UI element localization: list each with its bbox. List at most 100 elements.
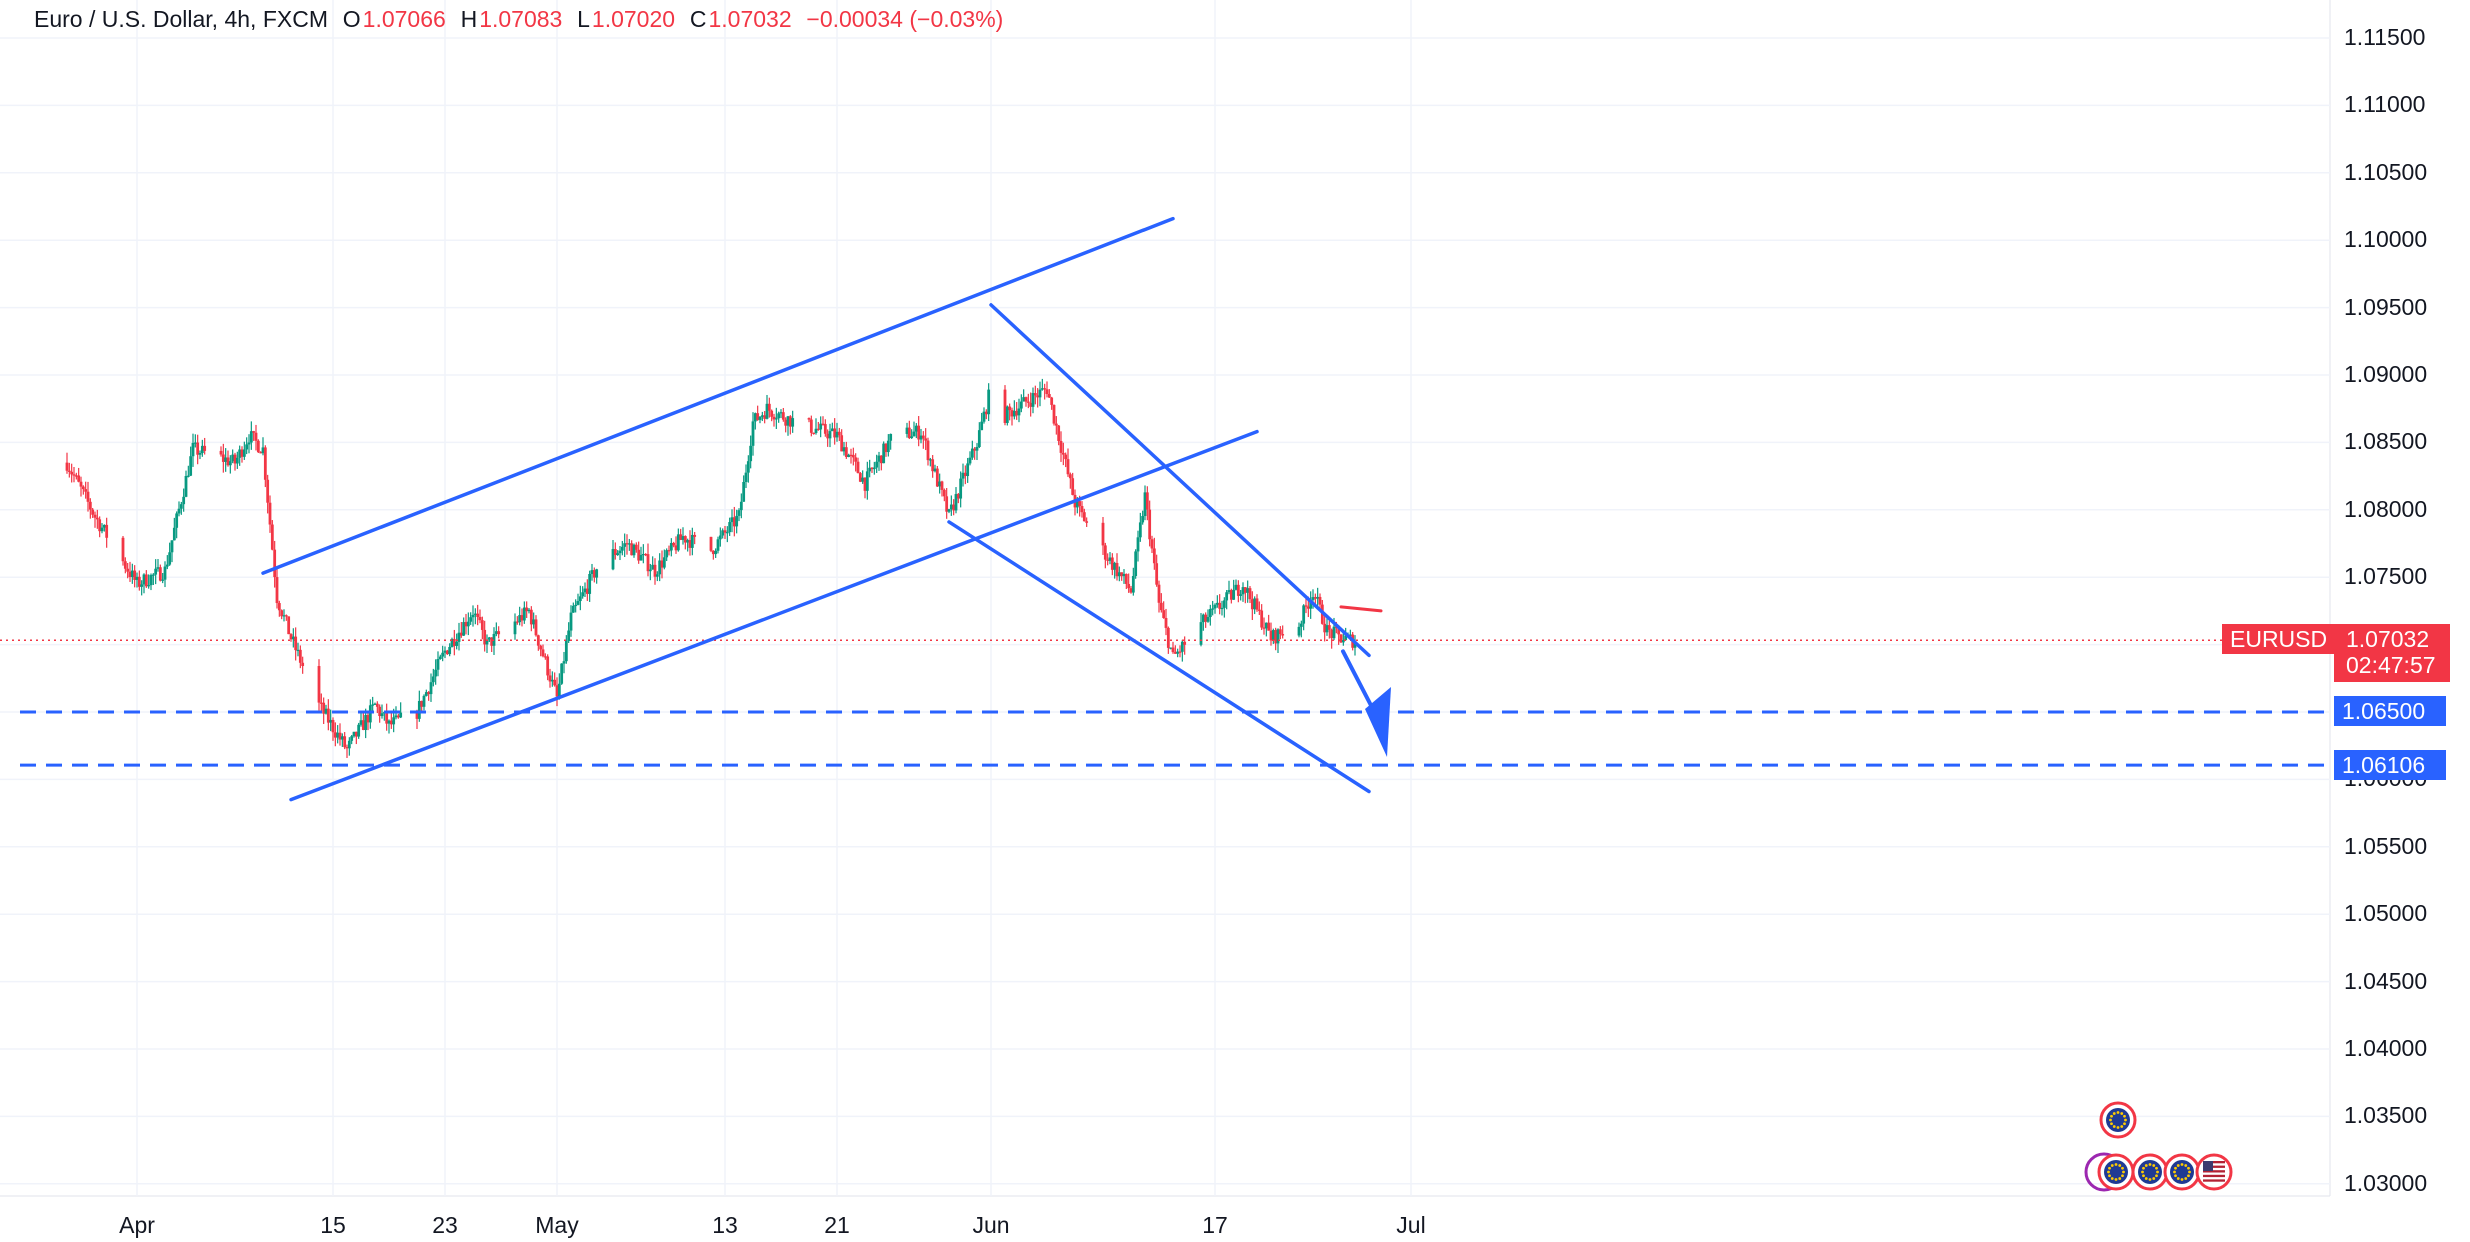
candle-body <box>333 732 337 738</box>
candle-body <box>1199 622 1203 645</box>
candle-body <box>665 550 669 558</box>
candle-body <box>91 509 95 515</box>
flag-star <box>2110 1114 2113 1118</box>
candle-body <box>562 661 566 664</box>
flag-star <box>2156 1170 2159 1174</box>
candle-body <box>1243 587 1247 593</box>
high-label: H <box>460 6 478 32</box>
candle-body <box>1047 394 1051 398</box>
candle-body <box>469 617 473 622</box>
resistance-mark[interactable] <box>1339 605 1383 613</box>
candle-body <box>350 736 354 741</box>
candle-body <box>464 622 468 627</box>
flag-star <box>2118 1177 2122 1180</box>
candle-body <box>854 457 858 462</box>
candle-body <box>340 736 344 740</box>
candle-body <box>982 411 986 422</box>
candle-body <box>487 637 491 640</box>
candle-body <box>709 536 713 551</box>
flag-star <box>2107 1170 2110 1174</box>
candle-body <box>319 702 323 704</box>
flag-star <box>2114 1163 2118 1166</box>
flag-star <box>2144 1164 2148 1167</box>
candle-body <box>1246 588 1250 593</box>
flag-star <box>2152 1164 2156 1167</box>
candle-body <box>765 403 769 419</box>
candle-body <box>870 467 874 470</box>
candle-body <box>1201 614 1205 623</box>
candle-body <box>723 530 727 533</box>
candle-body <box>1225 592 1229 601</box>
candle-body <box>564 640 568 662</box>
candle-body <box>417 700 421 719</box>
flag-star <box>2112 1125 2116 1128</box>
candle-body <box>415 712 419 719</box>
candle-body <box>343 736 347 748</box>
flag-star <box>2142 1174 2145 1178</box>
lower-channel-trendline[interactable] <box>289 429 1259 802</box>
candle-body <box>361 720 365 730</box>
candle-body <box>231 454 235 462</box>
candle-body <box>163 566 167 580</box>
down-arrow-head[interactable] <box>1365 687 1391 758</box>
candle-body <box>781 412 785 420</box>
flag-stripe <box>2203 1170 2225 1173</box>
falling-lower-trendline[interactable] <box>947 520 1371 794</box>
candle-body <box>1323 623 1327 633</box>
candle-body <box>324 708 328 714</box>
candle-body <box>95 517 99 520</box>
flag-star <box>2118 1164 2122 1167</box>
candle-body <box>182 496 186 505</box>
eu-flag-icon[interactable] <box>2097 1153 2135 1191</box>
candle-body <box>462 622 466 636</box>
candle-body <box>1297 626 1301 636</box>
event-markers[interactable] <box>2084 1101 2233 1192</box>
candle-body <box>1208 609 1212 618</box>
candle-body <box>676 534 680 551</box>
candle-body <box>578 596 582 602</box>
us-flag-icon[interactable] <box>2195 1153 2233 1191</box>
price-tick-label: 1.11500 <box>2344 24 2426 50</box>
candle-body <box>1327 625 1331 630</box>
candle-body <box>828 431 832 439</box>
candle-body <box>1232 589 1236 600</box>
candle-body <box>863 477 867 491</box>
candle-body <box>1264 622 1268 629</box>
candle-body <box>613 549 617 556</box>
candle-body <box>284 615 288 617</box>
candle-body <box>574 604 578 607</box>
falling-upper-trendline[interactable] <box>989 303 1371 658</box>
candle-body <box>933 468 937 472</box>
flag-star <box>2121 1174 2124 1178</box>
candle-body <box>592 570 596 578</box>
candle-body <box>473 613 477 615</box>
candle-body <box>534 619 538 636</box>
upper-channel-trendline[interactable] <box>261 216 1175 575</box>
eu-flag-icon[interactable] <box>2099 1101 2137 1139</box>
flag-star <box>2184 1177 2188 1180</box>
candle-body <box>868 467 872 472</box>
candle-body <box>443 650 447 653</box>
candle-body <box>590 570 594 574</box>
eu-flag-icon[interactable] <box>2163 1153 2201 1191</box>
candle-body <box>1080 506 1084 513</box>
bar-countdown: 02:47:57 <box>2346 652 2436 678</box>
candle-body <box>179 504 183 509</box>
candle-body <box>569 612 573 631</box>
candle-body <box>1178 651 1182 653</box>
candle-body <box>1082 512 1086 522</box>
candle-body <box>364 715 368 730</box>
candle-body <box>546 656 550 676</box>
candle-body <box>1071 478 1075 495</box>
candle-body <box>156 567 160 569</box>
candle-body <box>1164 617 1168 628</box>
flag-star <box>2176 1177 2180 1180</box>
candle-body <box>1162 610 1166 618</box>
candle-body <box>147 585 151 587</box>
candle-body <box>557 683 561 697</box>
eu-flag-icon[interactable] <box>2131 1153 2169 1191</box>
candle-body <box>336 732 340 738</box>
candle-body <box>758 416 762 420</box>
candle-body <box>359 720 363 725</box>
